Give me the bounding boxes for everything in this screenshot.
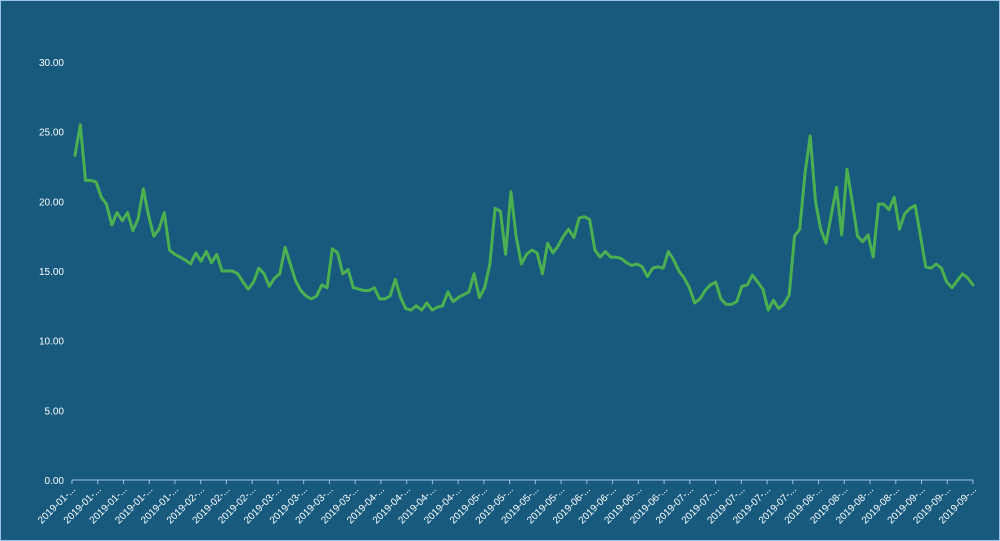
y-tick-label: 20.00 [39, 197, 64, 208]
y-tick-label: 5.00 [45, 406, 65, 417]
y-tick-label: 15.00 [39, 267, 64, 278]
x-axis: 2019-01-...2019-01-...2019-01-...2019-01… [36, 480, 979, 526]
y-axis: 0.00 5.00 10.00 15.00 20.00 25.00 30.00 [39, 58, 64, 487]
y-tick-label: 0.00 [45, 476, 65, 487]
y-tick-label: 30.00 [39, 58, 64, 69]
y-tick-label: 10.00 [39, 337, 64, 348]
y-tick-label: 25.00 [39, 128, 64, 139]
series-line [73, 123, 975, 312]
